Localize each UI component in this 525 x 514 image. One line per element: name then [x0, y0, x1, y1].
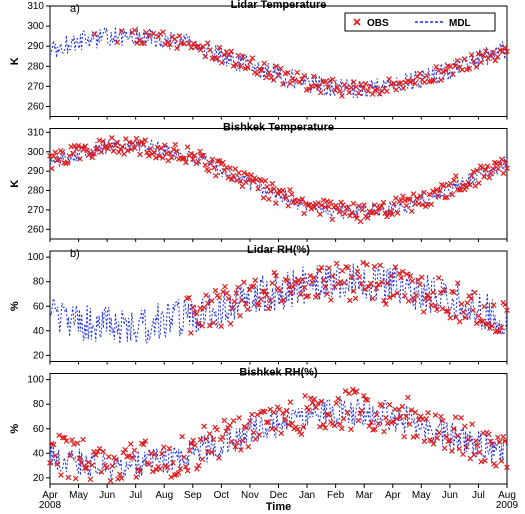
xtick-label: Jan [299, 490, 315, 501]
xtick-label: Jun [442, 490, 458, 501]
ytick-label: 290 [27, 41, 44, 52]
axis-box [50, 374, 507, 485]
ylabel: % [9, 301, 21, 311]
ytick-label: 40 [33, 448, 45, 459]
ylabel: % [9, 424, 21, 434]
panel-tag: b) [70, 248, 80, 260]
ytick-label: 260 [27, 101, 44, 112]
ytick-label: 300 [27, 147, 44, 158]
xtick-label: Jul [129, 490, 142, 501]
xtick-label: Mar [356, 490, 374, 501]
legend-obs-label: OBS [367, 18, 389, 29]
ytick-label: 310 [27, 127, 44, 138]
ytick-label: 270 [27, 205, 44, 216]
xtick-label: Nov [241, 490, 259, 501]
panel-bishkek_rh: Bishkek RH(%) 20 40 60 80 100% Apr May Jun Jul Aug… [9, 367, 519, 514]
ytick-label: 100 [27, 375, 44, 386]
obs-series [48, 135, 510, 223]
ytick-label: 300 [27, 21, 44, 32]
ytick-label: 310 [27, 1, 44, 12]
ytick-label: 270 [27, 81, 44, 92]
mdl-series [50, 27, 507, 98]
xtick-label: Sep [184, 490, 202, 501]
ytick-label: 280 [27, 61, 44, 72]
mdl-series [50, 264, 507, 344]
ytick-label: 280 [27, 186, 44, 197]
xtick-label: May [412, 490, 431, 501]
xtick-label: May [69, 490, 88, 501]
obs-series [48, 387, 510, 483]
panel-bishkek_temp: Bishkek Temperature 260 270 280 290 300 310 K [9, 122, 509, 243]
panel-title: Bishkek Temperature [223, 122, 334, 134]
xtick-label: Dec [270, 490, 288, 501]
panel-title: Lidar RH(%) [247, 244, 310, 256]
xtick-label: Feb [327, 490, 345, 501]
year-left: 2008 [39, 500, 62, 511]
panel-tag: a) [70, 3, 80, 15]
chart-container: Lidar Temperaturea)260270280290300310KBi… [0, 0, 525, 514]
xtick-label: Aug [155, 490, 173, 501]
ytick-label: 40 [33, 326, 45, 337]
xlabel: Time [266, 501, 291, 513]
ylabel: K [9, 57, 21, 65]
ytick-label: 60 [33, 424, 45, 435]
legend-mdl-label: MDL [449, 18, 471, 29]
axis-box [50, 129, 507, 240]
ylabel: K [9, 180, 21, 188]
xtick-label: Jul [472, 490, 485, 501]
xtick-label: Apr [385, 490, 401, 501]
xtick-label: Jun [99, 490, 115, 501]
year-right: 2009 [496, 500, 519, 511]
ytick-label: 290 [27, 166, 44, 177]
legend: OBS MDL [345, 13, 495, 31]
ytick-label: 260 [27, 224, 44, 235]
panel-lidar_rh: Lidar RH(%) b) 20 40 60 80 100% [9, 244, 509, 365]
ytick-label: 100 [27, 252, 44, 263]
obs-series [185, 260, 510, 335]
ytick-label: 60 [33, 301, 45, 312]
xtick-label: Oct [214, 490, 230, 501]
ytick-label: 80 [33, 399, 45, 410]
ytick-label: 20 [33, 473, 45, 484]
chart-svg: Lidar Temperaturea)260270280290300310KBi… [0, 0, 525, 514]
ytick-label: 20 [33, 350, 45, 361]
ytick-label: 80 [33, 277, 45, 288]
panel-title: Bishkek RH(%) [239, 367, 318, 379]
